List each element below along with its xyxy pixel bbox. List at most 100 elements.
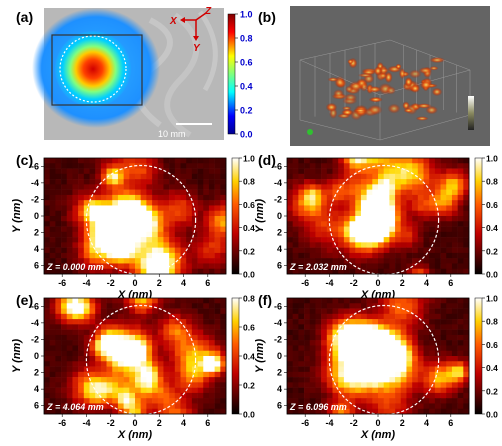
panel-a: 10 mm X Z Y 1.00.80.60.40.20.0 bbox=[32, 6, 253, 140]
heatmap-cell bbox=[208, 350, 215, 357]
heatmap-cell bbox=[135, 392, 141, 399]
heatmap-cell bbox=[406, 382, 413, 388]
heatmap-cell bbox=[355, 252, 362, 259]
heatmap-cell bbox=[326, 324, 333, 330]
heatmap-cell bbox=[208, 158, 215, 164]
heatmap-cell bbox=[349, 324, 356, 330]
heatmap-cell bbox=[309, 392, 316, 399]
heatmap-cell bbox=[400, 334, 407, 341]
heatmap-cell bbox=[332, 231, 339, 238]
heatmap-cell bbox=[326, 340, 333, 346]
heatmap-cell bbox=[191, 387, 198, 394]
heatmap-cell bbox=[440, 350, 447, 357]
heatmap-cell bbox=[287, 345, 293, 352]
heatmap-cell bbox=[326, 313, 333, 320]
heatmap-cell bbox=[72, 408, 79, 415]
heatmap-cell bbox=[304, 403, 311, 410]
heatmap-cell bbox=[298, 350, 305, 357]
heatmap-cell bbox=[61, 205, 68, 212]
heatmap-cell bbox=[72, 319, 79, 325]
heatmap-cell bbox=[326, 382, 333, 388]
z-position-annotation: Z = 0.000 mm bbox=[46, 262, 104, 272]
heatmap-cell bbox=[321, 387, 328, 394]
heatmap-cell bbox=[383, 210, 390, 217]
heatmap-cell bbox=[378, 350, 384, 357]
heatmap-cell bbox=[214, 168, 221, 175]
heatmap-cell bbox=[163, 382, 170, 388]
heatmap-cell bbox=[83, 252, 90, 259]
heatmap-cell bbox=[343, 247, 350, 254]
heatmap-cell bbox=[389, 226, 396, 233]
heatmap-cell bbox=[157, 382, 164, 388]
heatmap-cell bbox=[326, 194, 333, 201]
heatmap-cell bbox=[49, 231, 56, 238]
x-tick-label: -6 bbox=[58, 418, 66, 428]
heatmap-cell bbox=[463, 371, 470, 378]
heatmap-cell bbox=[355, 408, 362, 415]
heatmap-cell bbox=[463, 221, 470, 227]
heatmap-cell bbox=[406, 189, 413, 196]
x-tick-label: 0 bbox=[375, 418, 380, 428]
heatmap-cell bbox=[112, 319, 119, 325]
y-tick-label: 6 bbox=[277, 261, 282, 271]
heatmap-cell bbox=[123, 392, 130, 399]
heatmap-cell bbox=[292, 387, 299, 394]
heatmap-cell bbox=[180, 184, 187, 190]
heatmap-cell bbox=[72, 345, 79, 352]
heatmap-cell bbox=[457, 226, 464, 233]
heatmap-cell bbox=[135, 179, 141, 185]
heatmap-cell bbox=[117, 345, 124, 352]
heatmap-cell bbox=[355, 263, 362, 270]
heatmap-cell bbox=[44, 184, 50, 190]
heatmap-cell bbox=[366, 194, 373, 201]
heatmap-cell bbox=[446, 382, 453, 388]
heatmap-cell bbox=[412, 387, 419, 394]
heatmap-cell bbox=[389, 340, 396, 346]
colorbar-tick-label: 1.0 bbox=[486, 294, 498, 304]
heatmap-cell bbox=[163, 247, 170, 254]
heatmap-cell bbox=[174, 313, 181, 320]
heatmap-cell bbox=[123, 216, 130, 222]
colorbar-tick-label: 0.2 bbox=[240, 106, 253, 116]
heatmap-cell bbox=[49, 184, 56, 190]
heatmap-cell bbox=[366, 387, 373, 394]
heatmap-cell bbox=[78, 194, 85, 201]
heatmap-cell bbox=[100, 258, 107, 264]
volume-blob bbox=[325, 102, 338, 112]
heatmap-cell bbox=[457, 366, 464, 373]
heatmap-cell bbox=[169, 221, 176, 227]
heatmap-cell bbox=[309, 247, 316, 254]
heatmap-cell bbox=[321, 247, 328, 254]
heatmap-cell bbox=[191, 247, 198, 254]
y-tick-label: 6 bbox=[277, 401, 282, 411]
heatmap-cell bbox=[72, 168, 79, 175]
heatmap-cell bbox=[49, 210, 56, 217]
heatmap-cell bbox=[123, 303, 130, 309]
heatmap-cell bbox=[72, 303, 79, 309]
heatmap-cell bbox=[214, 205, 221, 212]
heatmap-cell bbox=[309, 345, 316, 352]
heatmap-cell bbox=[440, 263, 447, 270]
heatmap-cell bbox=[360, 408, 367, 415]
heatmap-cell bbox=[191, 329, 198, 336]
heatmap-cell bbox=[304, 242, 311, 248]
heatmap-cell bbox=[174, 356, 181, 362]
heatmap-cell bbox=[174, 237, 181, 243]
heatmap-cell bbox=[400, 398, 407, 404]
heatmap-cell bbox=[100, 334, 107, 341]
heatmap-cell bbox=[89, 168, 96, 175]
heatmap-cell bbox=[169, 319, 176, 325]
heatmap-cell bbox=[49, 313, 56, 320]
heatmap-cell bbox=[55, 237, 62, 243]
heatmap-cell bbox=[157, 163, 164, 169]
heatmap-cell bbox=[203, 189, 210, 196]
heatmap-cell bbox=[332, 258, 339, 264]
heatmap-cell bbox=[106, 173, 113, 180]
heatmap-cell bbox=[180, 210, 187, 217]
heatmap-cell bbox=[417, 408, 424, 415]
heatmap-cell bbox=[152, 252, 159, 259]
heatmap-cell bbox=[95, 242, 102, 248]
heatmap-cell bbox=[440, 194, 447, 201]
heatmap-cell bbox=[78, 231, 85, 238]
heatmap-cell bbox=[446, 158, 453, 164]
